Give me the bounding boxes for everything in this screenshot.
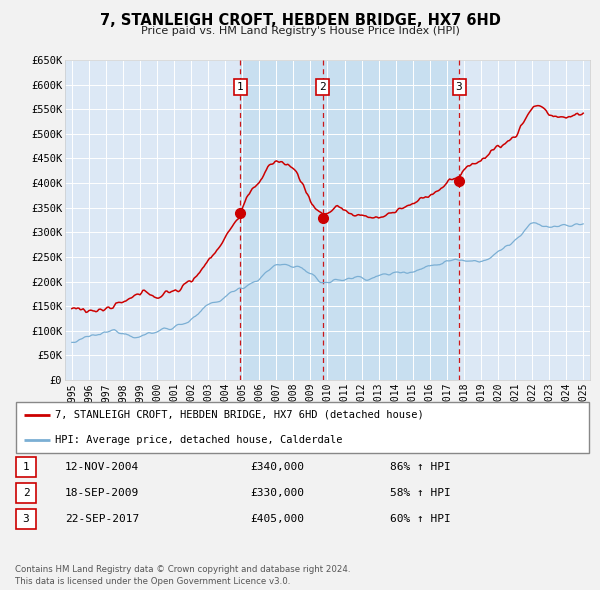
Text: 12-NOV-2004: 12-NOV-2004 xyxy=(65,462,139,472)
Text: 58% ↑ HPI: 58% ↑ HPI xyxy=(390,488,451,498)
FancyBboxPatch shape xyxy=(16,483,36,503)
Text: 7, STANLEIGH CROFT, HEBDEN BRIDGE, HX7 6HD (detached house): 7, STANLEIGH CROFT, HEBDEN BRIDGE, HX7 6… xyxy=(55,410,424,420)
Text: 3: 3 xyxy=(23,514,29,524)
Text: 86% ↑ HPI: 86% ↑ HPI xyxy=(390,462,451,472)
Text: 7, STANLEIGH CROFT, HEBDEN BRIDGE, HX7 6HD: 7, STANLEIGH CROFT, HEBDEN BRIDGE, HX7 6… xyxy=(100,13,500,28)
Text: This data is licensed under the Open Government Licence v3.0.: This data is licensed under the Open Gov… xyxy=(15,577,290,586)
Text: HPI: Average price, detached house, Calderdale: HPI: Average price, detached house, Cald… xyxy=(55,435,343,445)
Text: £340,000: £340,000 xyxy=(250,462,304,472)
FancyBboxPatch shape xyxy=(16,402,589,453)
Text: 18-SEP-2009: 18-SEP-2009 xyxy=(65,488,139,498)
FancyBboxPatch shape xyxy=(16,457,36,477)
Text: 1: 1 xyxy=(236,82,244,92)
Text: 2: 2 xyxy=(23,488,29,498)
FancyBboxPatch shape xyxy=(16,509,36,529)
Text: £330,000: £330,000 xyxy=(250,488,304,498)
Text: 2: 2 xyxy=(319,82,326,92)
Bar xyxy=(240,60,459,380)
Text: 3: 3 xyxy=(456,82,463,92)
Text: Contains HM Land Registry data © Crown copyright and database right 2024.: Contains HM Land Registry data © Crown c… xyxy=(15,565,350,574)
Text: £405,000: £405,000 xyxy=(250,514,304,524)
Text: 60% ↑ HPI: 60% ↑ HPI xyxy=(390,514,451,524)
Text: 22-SEP-2017: 22-SEP-2017 xyxy=(65,514,139,524)
Text: 1: 1 xyxy=(23,462,29,472)
Text: Price paid vs. HM Land Registry's House Price Index (HPI): Price paid vs. HM Land Registry's House … xyxy=(140,26,460,36)
